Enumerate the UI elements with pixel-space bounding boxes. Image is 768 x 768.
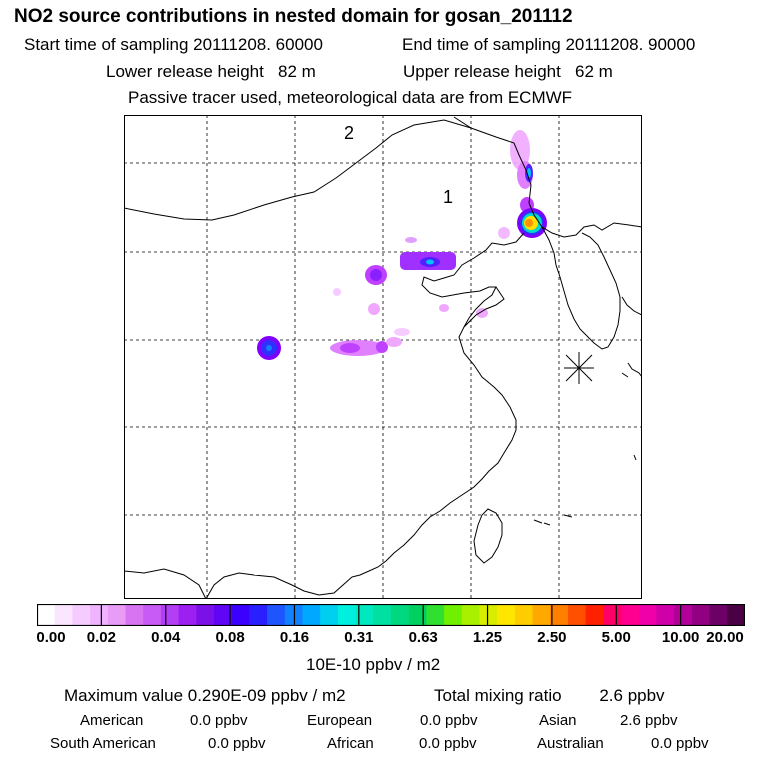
total-mixing-label: Total mixing ratio 2.6 ppbv (434, 686, 665, 705)
colorbar-cell (691, 604, 711, 626)
region-value: 2.6 ppbv (620, 712, 678, 729)
colorbar-tick-label: 0.31 (344, 629, 374, 646)
region-name: European (307, 712, 373, 729)
region-name: African (327, 735, 374, 752)
upper-release-label: Upper release height 62 m (403, 62, 613, 81)
colorbar-cell (90, 604, 109, 626)
colorbar-cell (603, 604, 622, 626)
receptor-site-marker (564, 352, 594, 384)
tracer-label: Passive tracer used, meteorological data… (128, 88, 573, 107)
region-name: South American (50, 735, 156, 752)
colorbar-cell (444, 604, 463, 626)
map-panel: 2 1 (124, 115, 642, 599)
lower-release-label: Lower release height 82 m (106, 62, 316, 81)
colorbar-cell (373, 604, 392, 626)
region-label-2: 2 (344, 123, 354, 143)
colorbar-tick-label: 2.50 (537, 629, 567, 646)
colorbar-tick-label: 0.00 (36, 629, 66, 646)
coastlines (124, 116, 642, 599)
colorbar-cell (107, 604, 126, 626)
colorbar-cell (267, 604, 286, 626)
colorbar-cell (355, 604, 374, 626)
colorbar-cell (178, 604, 197, 626)
colorbar-cell (550, 604, 569, 626)
colorbar-cell (231, 604, 250, 626)
colorbar-cell (426, 604, 445, 626)
colorbar-cell (638, 604, 657, 626)
colorbar-cell (214, 604, 233, 626)
colorbar-cell (674, 604, 693, 626)
colorbar-cell (709, 604, 728, 626)
no2-plumes (257, 130, 547, 360)
colorbar-cell (621, 604, 640, 626)
map-title: NO2 source contributions in nested domai… (14, 6, 573, 27)
maximum-value-label: Maximum value 0.290E-09 ppbv / m2 (64, 686, 346, 705)
colorbar-cell (249, 604, 268, 626)
colorbar-cell (497, 604, 516, 626)
colorbar-tick-label: 0.63 (408, 629, 438, 646)
colorbar-tick-label: 1.25 (472, 629, 503, 646)
colorbar-tick-label: 20.00 (706, 629, 744, 646)
colorbar-unit: 10E-10 ppbv / m2 (306, 655, 441, 674)
colorbar-tick-label: 0.04 (151, 629, 181, 646)
colorbar-cell (479, 604, 498, 626)
colorbar-cell (125, 604, 144, 626)
colorbar-cell (568, 604, 587, 626)
colorbar-cell (337, 604, 357, 626)
colorbar-cell (585, 604, 604, 626)
colorbar-cell (408, 604, 427, 626)
colorbar-cell (656, 604, 675, 626)
colorbar (37, 604, 745, 626)
start-time-label: Start time of sampling 20111208. 60000 (24, 35, 323, 54)
colorbar-cell (727, 604, 745, 626)
colorbar-cell (143, 604, 162, 626)
region-value: 0.0 ppbv (651, 735, 709, 752)
colorbar-tick-label: 10.00 (661, 629, 700, 646)
region-name: American (80, 712, 144, 729)
colorbar-cell (54, 604, 73, 626)
map-frame (124, 115, 642, 599)
region-value: 0.0 ppbv (420, 712, 478, 729)
colorbar-tick-label: 0.16 (279, 629, 310, 646)
colorbar-cell (37, 604, 56, 626)
colorbar-cell (461, 604, 480, 626)
colorbar-cell (196, 604, 215, 626)
colorbar-tick-label: 0.02 (86, 629, 116, 646)
colorbar-cell (160, 604, 180, 626)
colorbar-tick-label: 0.08 (215, 629, 245, 646)
colorbar-cell (320, 604, 339, 626)
colorbar-cell (514, 604, 534, 626)
region-value: 0.0 ppbv (419, 735, 477, 752)
region-value: 0.0 ppbv (208, 735, 266, 752)
colorbar-tick-label: 5.00 (601, 629, 631, 646)
colorbar-cell (532, 604, 551, 626)
lat-lon-grid (124, 115, 642, 599)
colorbar-cell (302, 604, 321, 626)
region-name: Asian (539, 712, 577, 729)
end-time-label: End time of sampling 20111208. 90000 (402, 35, 696, 54)
region-value: 0.0 ppbv (190, 712, 248, 729)
colorbar-cell (72, 604, 91, 626)
colorbar-cell (391, 604, 410, 626)
region-label-1: 1 (443, 187, 453, 207)
region-name: Australian (537, 735, 604, 752)
